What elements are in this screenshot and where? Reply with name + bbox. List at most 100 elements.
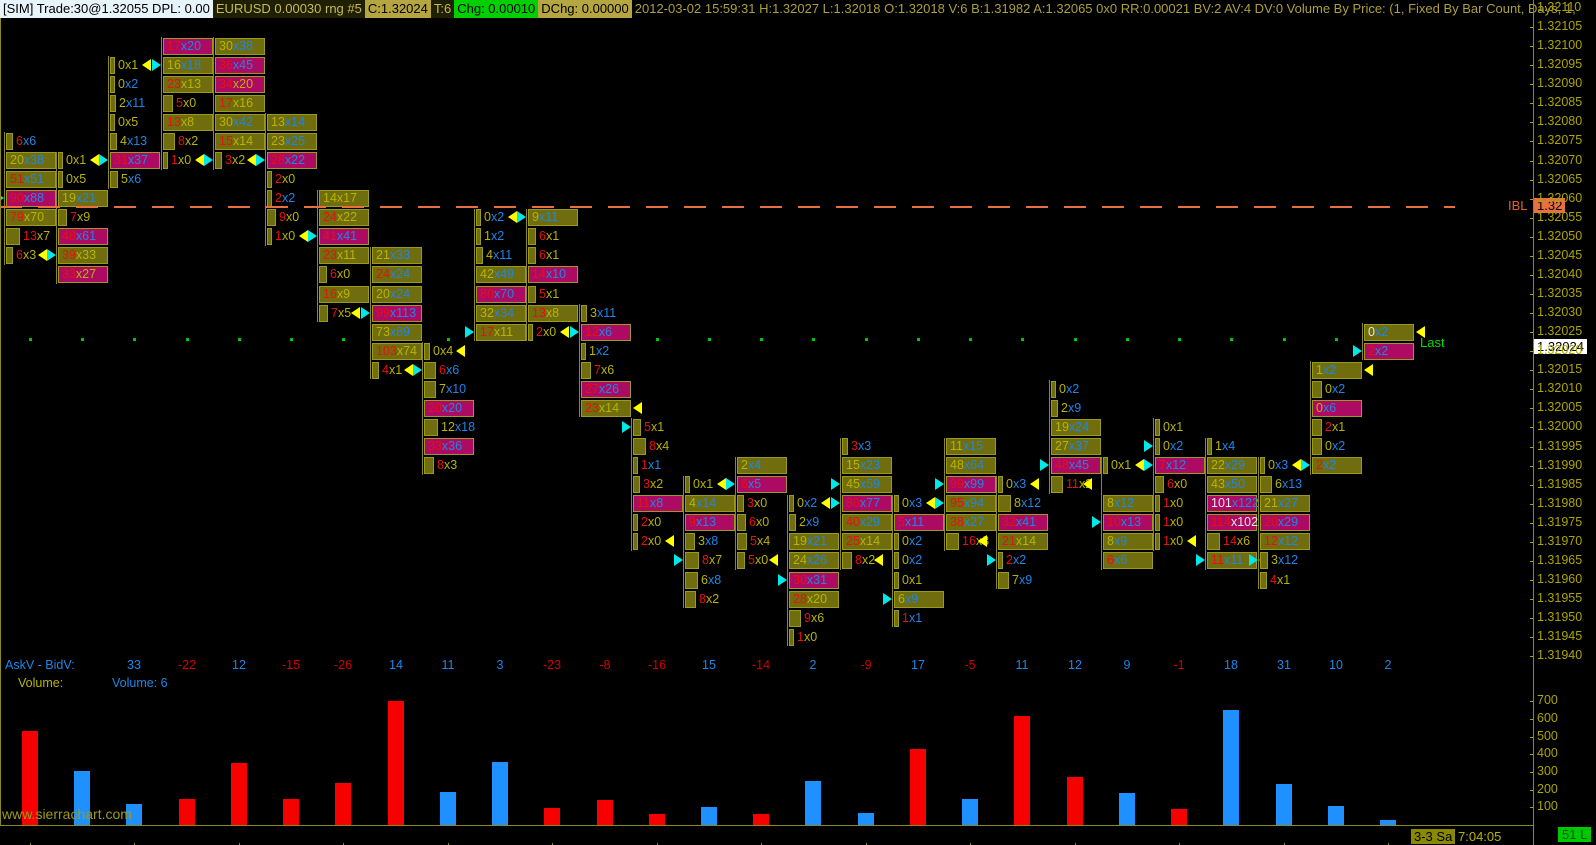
ask-volume: x1	[1169, 420, 1184, 434]
bid-volume: 103	[376, 344, 397, 358]
ask-volume: x20	[441, 401, 463, 415]
ask-volume: x14	[695, 496, 717, 510]
buy-marker-icon	[1301, 459, 1310, 471]
sell-marker-icon	[1292, 459, 1301, 471]
footprint-cell: 33x36	[428, 438, 462, 455]
ask-volume: x11	[904, 515, 925, 529]
sell-marker-icon	[633, 402, 642, 414]
footprint-cell: 0x2	[118, 76, 138, 93]
bid-volume: 8	[1107, 534, 1114, 548]
bar-range-line	[1362, 323, 1363, 361]
footprint-volume-box	[58, 152, 63, 169]
bid-volume: 20	[428, 401, 442, 415]
footprint-cell: 6x6	[16, 133, 36, 150]
footprint-cell: 6x1	[539, 247, 559, 264]
footprint-volume-box	[528, 324, 533, 341]
footprint-cell-bg	[789, 533, 839, 550]
bar-range-line	[422, 342, 423, 475]
price-tick	[1530, 485, 1534, 486]
footprint-cell: 15x14	[219, 133, 253, 150]
footprint-volume-box	[110, 171, 118, 188]
footprint-cell: 12x18	[441, 419, 475, 436]
ibl-line	[0, 206, 1455, 208]
ask-volume: x9	[904, 592, 919, 606]
footprint-cell: 6x9	[898, 591, 918, 608]
footprint-cell: 5x0	[176, 95, 196, 112]
trades-value: T:6	[430, 0, 455, 18]
last-price-dot	[865, 338, 868, 341]
footprint-cell: 8x4	[649, 438, 669, 455]
footprint-cell: 42x49	[480, 266, 514, 283]
footprint-volume-box	[1260, 572, 1267, 589]
bid-volume: 27	[1055, 439, 1069, 453]
bid-volume: 30	[793, 573, 807, 587]
volume-bar	[74, 771, 90, 825]
footprint-cell-bg	[894, 514, 944, 531]
footprint-cell-bg	[685, 495, 735, 512]
bar-range-line	[1205, 437, 1206, 570]
bid-volume: 2	[1061, 401, 1068, 415]
ask-volume: x51	[23, 172, 45, 186]
bid-volume: 73	[376, 325, 390, 339]
footprint-cell: 8x9	[1107, 533, 1127, 550]
bid-volume: 6	[1167, 477, 1174, 491]
sell-marker-icon	[195, 154, 204, 166]
footprint-cell-bg	[163, 114, 213, 131]
footprint-cell-bg	[528, 305, 578, 322]
footprint-cell: 15x23	[846, 457, 880, 474]
footprint-cell: 2x4	[741, 457, 761, 474]
bid-volume: 90	[10, 191, 24, 205]
footprint-cell: 2x1	[1325, 419, 1345, 436]
ask-volume: x2	[1322, 363, 1337, 377]
bid-volume: 25	[846, 534, 860, 548]
footprint-volume-box	[424, 381, 436, 398]
bid-volume: 19	[62, 191, 76, 205]
footprint-cell-bg	[946, 514, 996, 531]
ask-volume: x6	[810, 611, 825, 625]
ask-volume: x42	[232, 115, 254, 129]
footprint-volume-box	[1051, 381, 1056, 398]
bid-volume: 8	[178, 134, 185, 148]
footprint-cell-bg	[1103, 533, 1153, 550]
footprint-volume-box	[1155, 438, 1160, 455]
bid-volume: 0	[1059, 382, 1066, 396]
ask-volume: x45	[232, 58, 254, 72]
last-price-dot	[1230, 338, 1233, 341]
footprint-cell: 40x29	[846, 514, 880, 531]
footprint-volume-box	[1155, 533, 1160, 550]
bid-volume: 13	[532, 306, 546, 320]
footprint-volume-box	[267, 171, 272, 188]
sell-marker-icon	[717, 478, 726, 490]
time-tick	[343, 843, 344, 845]
footprint-volume-box	[6, 247, 13, 264]
buy-marker-icon	[1249, 554, 1258, 566]
footprint-cell: 101x122	[1211, 495, 1259, 512]
bid-volume: 8	[855, 553, 862, 567]
footprint-cell: 7x9	[70, 209, 90, 226]
bid-volume: 6	[749, 515, 756, 529]
price-tick	[1530, 161, 1534, 162]
footprint-cell: 9x11	[532, 209, 558, 226]
delta-value: -23	[542, 658, 562, 672]
footprint-volume-box	[946, 533, 959, 550]
footprint-cell: 27x26	[585, 381, 619, 398]
chart-title-bar: [SIM] Trade:30@1.32055 DPL: 0.00 EURUSD 0…	[0, 0, 1596, 18]
ask-volume: x0	[182, 96, 197, 110]
footprint-cell-bg	[476, 286, 526, 303]
buy-marker-icon	[47, 249, 56, 261]
ask-volume: x2	[184, 134, 199, 148]
price-tick-label: 1.32100	[1537, 38, 1583, 52]
bar-range-line	[526, 208, 527, 342]
ask-volume: x2	[1012, 553, 1027, 567]
ask-volume: x1	[1117, 458, 1132, 472]
footprint-volume-box	[476, 209, 481, 226]
bid-volume: 4	[689, 496, 696, 510]
ask-volume: x13	[126, 134, 148, 148]
footprint-cell-bg	[110, 152, 160, 169]
footprint-cell: 11x15	[950, 438, 983, 455]
sell-marker-icon	[38, 249, 47, 261]
bid-volume: 0	[66, 153, 73, 167]
footprint-volume-box	[1260, 457, 1265, 474]
footprint-volume-box	[737, 533, 747, 550]
